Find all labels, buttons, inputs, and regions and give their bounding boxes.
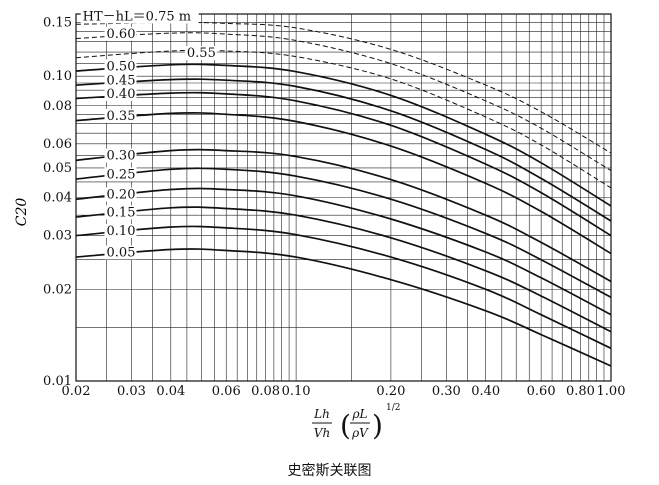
curve-label-bg (104, 26, 137, 41)
x-tick-label: 0.06 (212, 384, 241, 399)
series-line (75, 187, 612, 316)
curve-labels: 0.05 0.10 0.15 0.20 0.25 0.30 0.35 0.400.450.50… (80, 9, 217, 260)
plot-frame (75, 13, 612, 382)
curve-label-bg (104, 187, 137, 202)
curve-label-bg (104, 223, 137, 238)
y-tick-label: 0.06 (43, 137, 72, 152)
curve-label: 0.15 (107, 205, 136, 220)
x-tick-label: 0.20 (376, 384, 405, 399)
curve-label-bg (184, 46, 217, 61)
curve-label-bg (104, 73, 137, 88)
x-tick-label: 0.30 (432, 384, 461, 399)
series-line (75, 78, 612, 222)
x-tick-label: 0.10 (282, 384, 311, 399)
series-line (75, 148, 612, 283)
y-axis-label: C20 (14, 198, 30, 227)
curve-label: 0.55 (187, 46, 216, 61)
tick-labels: 0.02 0.03 0.04 0.06 0.08 0.10 0.20 0.30 0.40 0.60… (43, 16, 625, 399)
series-line (75, 91, 612, 237)
y-tick-label: 0.10 (43, 69, 72, 84)
series-line (75, 112, 612, 255)
series-line (75, 63, 612, 207)
series-line (75, 225, 612, 350)
curves (75, 21, 612, 367)
curve-label-bg (80, 9, 199, 24)
series-line (75, 248, 612, 367)
curve-label: 0.45 (107, 73, 136, 88)
curve-label: 0.60 (107, 27, 136, 42)
curve-label: 0.20 (107, 188, 136, 203)
curve-label-bg (104, 148, 137, 163)
y-tick-label: 0.03 (43, 229, 72, 244)
curve-label: 0.35 (107, 109, 136, 124)
x-label-exponent: 1/2 (386, 403, 400, 413)
series-line (75, 32, 612, 172)
y-tick-label: 0.04 (43, 191, 72, 206)
curve-label-bg (104, 86, 137, 101)
curve-label-bg (104, 205, 137, 220)
curve-label-bg (104, 167, 137, 182)
x-label-inner-den: ρV (351, 426, 369, 440)
x-tick-label: 0.08 (251, 384, 280, 399)
x-tick-label: 0.03 (117, 384, 146, 399)
x-axis-label: Lh Vh ( ρL ρV ) 1/2 (312, 403, 400, 442)
curve-label-bg (104, 245, 137, 260)
y-tick-label: 0.08 (43, 99, 72, 114)
curve-label-bg (104, 108, 137, 123)
y-tick-label: 0.01 (43, 374, 72, 389)
curve-label: 0.30 (107, 149, 136, 164)
x-label-rparen: ) (372, 409, 383, 442)
curve-label: 0.50 (107, 59, 136, 74)
curve-label: 0.40 (107, 87, 136, 102)
svg-text:C20: C20 (14, 198, 30, 227)
x-tick-label: 1.00 (597, 384, 626, 399)
curve-label: 0.05 (107, 245, 136, 260)
curve-label: HT－hL＝0.75 m (83, 9, 191, 24)
series-line (75, 167, 612, 299)
x-label-lparen: ( (340, 409, 351, 442)
x-label-den: Vh (314, 426, 330, 440)
grid (75, 13, 612, 382)
x-tick-label: 0.02 (62, 384, 91, 399)
series-line (75, 206, 612, 333)
x-label-inner-num: ρL (351, 407, 367, 421)
y-tick-label: 0.15 (43, 16, 72, 31)
curve-label-bg (104, 59, 137, 74)
series-line (75, 49, 612, 189)
y-tick-label: 0.05 (43, 161, 72, 176)
x-tick-label: 0.04 (156, 384, 185, 399)
y-tick-label: 0.02 (43, 282, 72, 297)
x-tick-label: 0.40 (471, 384, 500, 399)
figure-caption: 史密斯关联图 (287, 463, 372, 479)
curve-label: 0.25 (107, 167, 136, 182)
x-label-num: Lh (313, 407, 330, 421)
curve-label: 0.10 (107, 224, 136, 239)
x-tick-label: 0.80 (566, 384, 595, 399)
y-axis-label-text: C20 (14, 198, 30, 227)
x-tick-label: 0.60 (527, 384, 556, 399)
